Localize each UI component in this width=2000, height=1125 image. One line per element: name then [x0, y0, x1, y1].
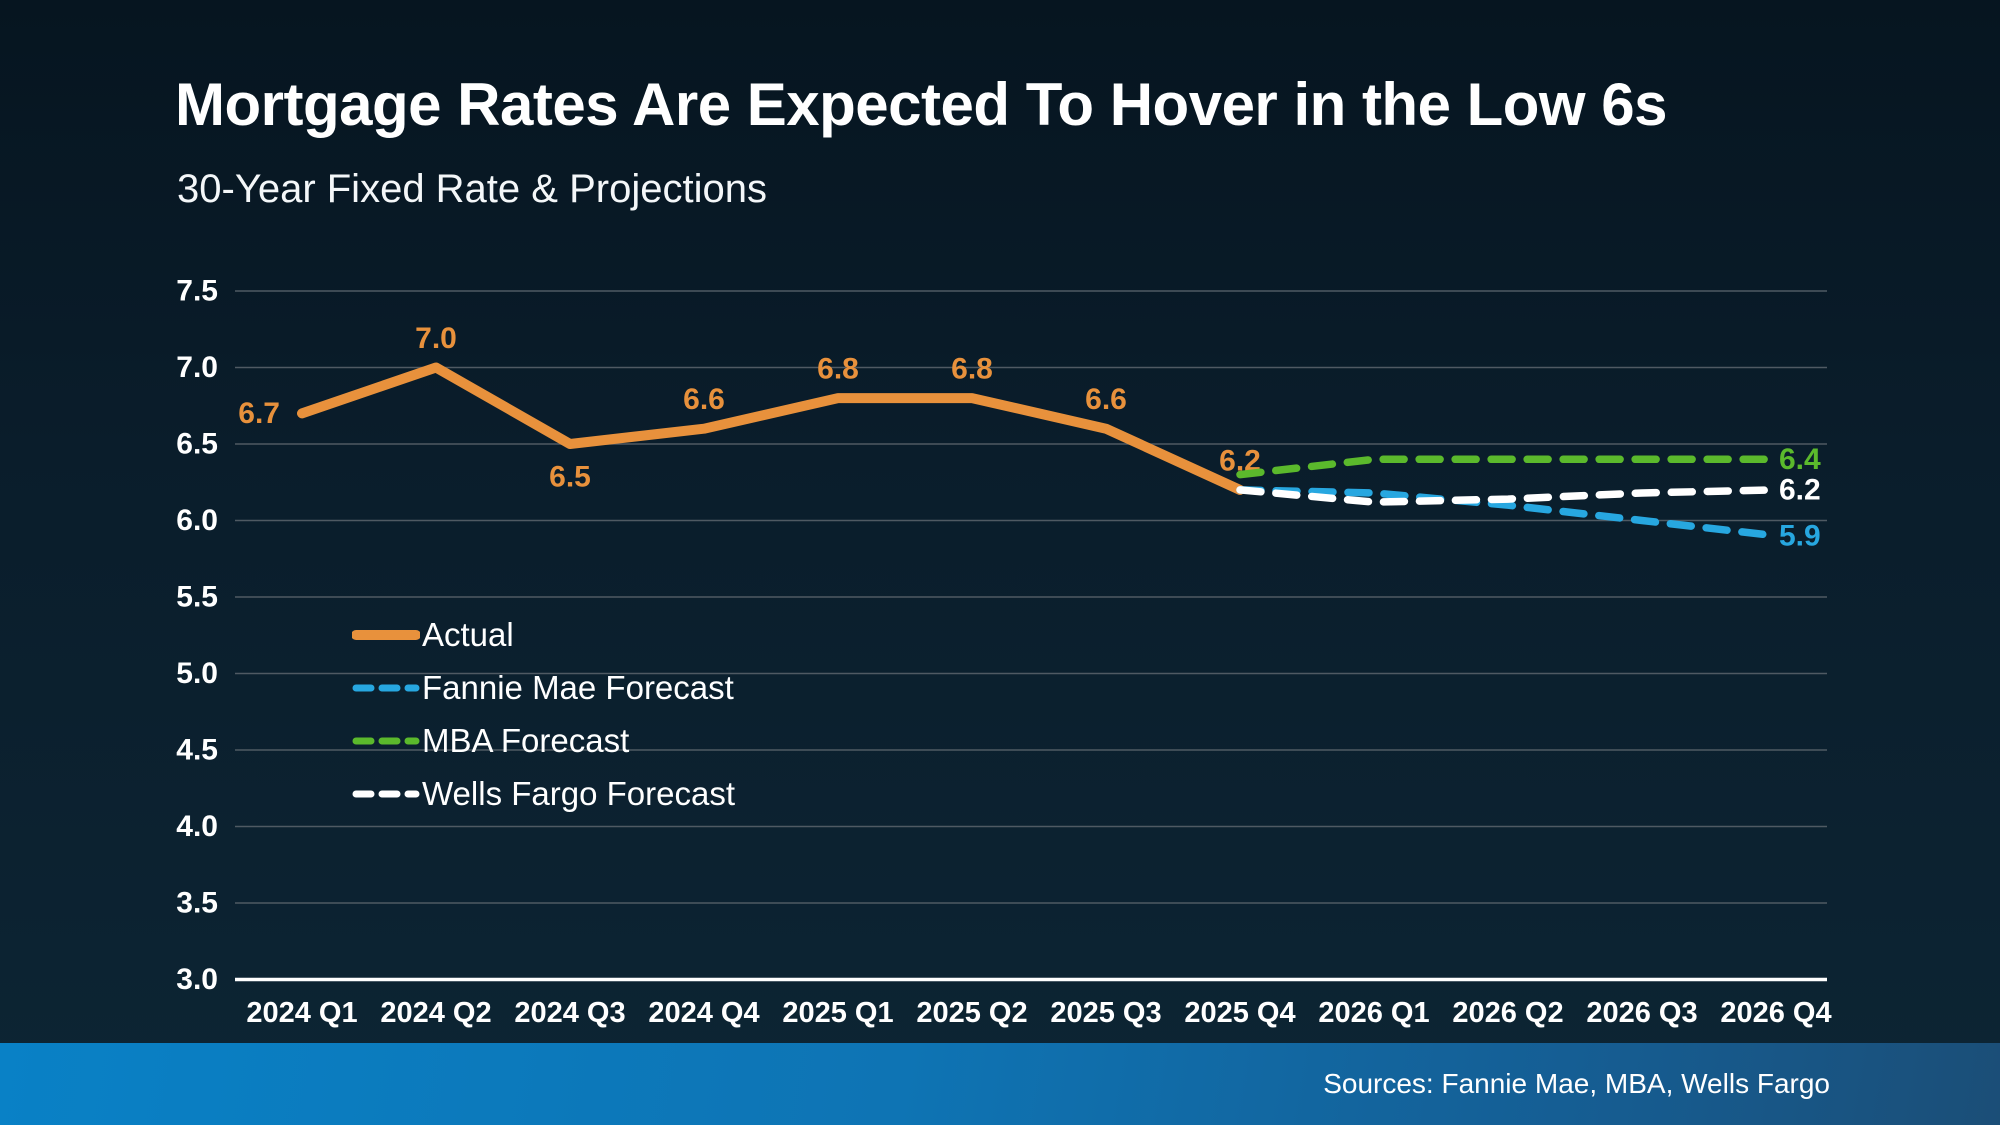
x-tick-label-2026-q4: 2026 Q4 — [1720, 997, 1831, 1029]
end-label-wells-fargo-forecast: 6.2 — [1779, 473, 1821, 506]
end-label-fannie-mae-forecast: 5.9 — [1779, 519, 1821, 552]
series-line-wells-fargo-forecast — [1236, 486, 1780, 506]
legend-swatch-actual-line — [352, 629, 420, 640]
y-tick-label-7.0: 7.0 — [176, 351, 218, 384]
legend-swatch-mba-line — [352, 737, 420, 744]
legend-label-wells-fargo-forecast: Wells Fargo Forecast — [422, 774, 735, 812]
data-label-actual-3: 6.6 — [683, 383, 725, 416]
legend-item-actual: Actual — [352, 608, 735, 661]
x-tick-label-2026-q1: 2026 Q1 — [1318, 997, 1429, 1029]
series-line-actual — [297, 362, 1245, 495]
x-tick-label-2025-q1: 2025 Q1 — [782, 997, 893, 1029]
data-label-actual-6: 6.6 — [1085, 383, 1127, 416]
x-tick-label-2025-q4: 2025 Q4 — [1184, 997, 1295, 1029]
legend-swatch-fannie-mae-line — [352, 684, 420, 691]
data-label-actual-2: 6.5 — [549, 461, 591, 494]
y-tick-label-6.5: 6.5 — [176, 428, 218, 461]
data-label-actual-5: 6.8 — [951, 353, 993, 386]
legend-label-actual: Actual — [422, 615, 514, 653]
page-title: Mortgage Rates Are Expected To Hover in … — [175, 71, 1668, 138]
x-tick-label-2025-q2: 2025 Q2 — [916, 997, 1027, 1029]
legend-item-mba-forecast: MBA Forecast — [352, 714, 735, 767]
y-tick-label-3.5: 3.5 — [176, 887, 218, 920]
x-tick-label-2026-q3: 2026 Q3 — [1586, 997, 1697, 1029]
legend-item-wells-fargo-forecast: Wells Fargo Forecast — [352, 767, 735, 820]
y-tick-label-6.0: 6.0 — [176, 504, 218, 537]
series-line-fannie-mae-forecast — [1236, 486, 1780, 540]
legend-label-fannie-mae-forecast: Fannie Mae Forecast — [422, 668, 734, 706]
y-tick-label-7.5: 7.5 — [176, 275, 218, 308]
x-tick-label-2025-q3: 2025 Q3 — [1050, 997, 1161, 1029]
x-tick-label-2024-q3: 2024 Q3 — [514, 997, 625, 1029]
y-tick-label-4.0: 4.0 — [176, 810, 218, 843]
series-line-mba-forecast — [1236, 455, 1780, 479]
data-label-actual-4: 6.8 — [817, 353, 859, 386]
source-note: Sources: Fannie Mae, MBA, Wells Fargo — [1323, 1068, 1830, 1099]
x-tick-label-2024-q4: 2024 Q4 — [648, 997, 759, 1029]
footer-bar: Sources: Fannie Mae, MBA, Wells Fargo — [0, 1043, 2000, 1125]
x-tick-label-2024-q2: 2024 Q2 — [380, 997, 491, 1029]
end-label-mba-forecast: 6.4 — [1779, 443, 1821, 476]
y-tick-label-3.0: 3.0 — [176, 963, 218, 996]
chart-legend: Actual Fannie Mae Forecast MBA Forecast … — [352, 608, 735, 820]
x-tick-label-2024-q1: 2024 Q1 — [246, 997, 357, 1029]
page-subtitle: 30-Year Fixed Rate & Projections — [177, 167, 767, 211]
legend-label-mba-forecast: MBA Forecast — [422, 721, 630, 759]
y-tick-label-4.5: 4.5 — [176, 734, 218, 767]
data-label-actual-0: 6.7 — [238, 397, 280, 430]
legend-swatch-wells-fargo-line — [352, 790, 420, 797]
legend-item-fannie-mae-forecast: Fannie Mae Forecast — [352, 661, 735, 714]
data-label-actual-1: 7.0 — [415, 322, 457, 355]
y-tick-label-5.5: 5.5 — [176, 581, 218, 614]
x-tick-label-2026-q2: 2026 Q2 — [1452, 997, 1563, 1029]
y-tick-label-5.0: 5.0 — [176, 657, 218, 690]
